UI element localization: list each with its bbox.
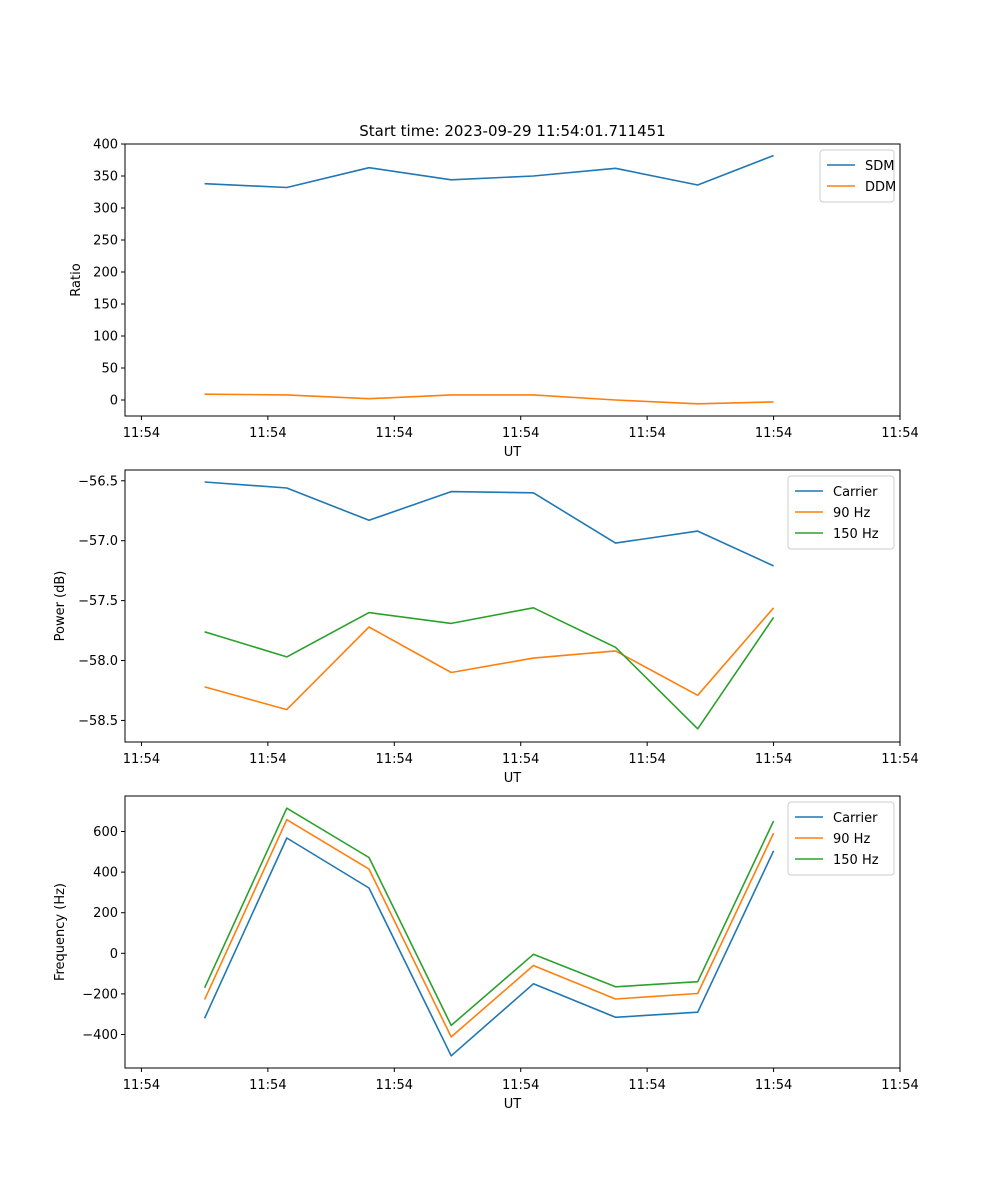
y-axis-label: Frequency (Hz) [53, 883, 68, 981]
series-line-150-hz [204, 606, 775, 730]
series-line-ddm [204, 393, 774, 405]
x-tick-label: 11:54 [755, 1078, 792, 1093]
x-axis-label: UT [504, 1097, 522, 1112]
y-tick-label: 300 [93, 202, 118, 217]
legend: Carrier 90 Hz 150 Hz [787, 475, 895, 550]
y-tick-label: −56.5 [78, 474, 118, 489]
panel-3: −400 −200 0 200 400 600 11:54 11:54 11:54 11:54 11… [53, 795, 919, 1112]
legend: Carrier 90 Hz 150 Hz [787, 801, 895, 876]
x-tick-label: 11:54 [123, 752, 160, 767]
legend-label: Carrier [833, 811, 878, 826]
y-tick-label: −57.5 [78, 594, 118, 609]
legend-box [787, 475, 895, 550]
x-axis-label: UT [504, 445, 522, 460]
x-tick-label: 11:54 [249, 1078, 286, 1093]
y-tick-label: −400 [82, 1028, 118, 1043]
legend-label: 90 Hz [833, 832, 870, 847]
x-tick-label: 11:54 [755, 426, 792, 441]
y-tick-label: 0 [110, 947, 118, 962]
series-line-150-hz [203, 807, 775, 1027]
y-tick-label: 0 [110, 394, 118, 409]
legend: SDM DDM [819, 149, 896, 203]
panel-2: −58.5 −58.0 −57.5 −57.0 −56.5 11:54 11:54 11:54… [53, 469, 919, 786]
series-line-carrier [203, 837, 775, 1057]
y-axis-label: Ratio [69, 263, 84, 296]
series-line-90-hz [203, 818, 775, 1038]
y-tick-label: 600 [93, 825, 118, 840]
y-tick-label: −58.0 [78, 654, 118, 669]
series-line-sdm [204, 154, 774, 189]
y-tick-label: 250 [93, 234, 118, 249]
legend-label: SDM [865, 159, 894, 174]
panel-1: Start time: 2023-09-29 11:54:01.711451 0 5… [69, 122, 919, 460]
legend-label: DDM [865, 180, 896, 195]
x-tick-label: 11:54 [376, 426, 413, 441]
x-tick-label: 11:54 [123, 426, 160, 441]
series-line-90-hz [204, 607, 775, 711]
y-tick-label: 400 [93, 866, 118, 881]
x-tick-label: 11:54 [881, 752, 918, 767]
legend-label: 150 Hz [833, 853, 879, 868]
axes-frame [124, 795, 901, 1069]
x-tick-label: 11:54 [502, 426, 539, 441]
y-tick-label: −58.5 [78, 714, 118, 729]
y-axis-label: Power (dB) [53, 571, 68, 642]
y-tick-label: 400 [93, 138, 118, 153]
y-tick-label: 200 [93, 906, 118, 921]
x-tick-label: 11:54 [123, 1078, 160, 1093]
x-tick-label: 11:54 [628, 426, 665, 441]
x-tick-label: 11:54 [376, 752, 413, 767]
y-tick-label: −57.0 [78, 534, 118, 549]
x-tick-label: 11:54 [249, 426, 286, 441]
y-tick-label: 100 [93, 330, 118, 345]
x-tick-label: 11:54 [755, 752, 792, 767]
legend-label: 150 Hz [833, 527, 879, 542]
x-tick-label: 11:54 [628, 1078, 665, 1093]
axes-frame [124, 143, 901, 417]
x-tick-label: 11:54 [628, 752, 665, 767]
y-tick-label: −200 [82, 987, 118, 1002]
x-axis-label: UT [504, 771, 522, 786]
legend-box [819, 149, 895, 203]
y-tick-label: 350 [93, 170, 118, 185]
series-line-carrier [204, 481, 774, 567]
x-tick-label: 11:54 [502, 752, 539, 767]
y-tick-label: 50 [101, 362, 118, 377]
chart-title: Start time: 2023-09-29 11:54:01.711451 [359, 122, 665, 140]
x-tick-label: 11:54 [249, 752, 286, 767]
y-tick-label: 200 [93, 266, 118, 281]
y-tick-label: 150 [93, 298, 118, 313]
legend-label: Carrier [833, 485, 878, 500]
x-tick-label: 11:54 [881, 1078, 918, 1093]
legend-label: 90 Hz [833, 506, 870, 521]
legend-box [787, 801, 895, 876]
axes-frame [124, 469, 901, 743]
x-tick-label: 11:54 [881, 426, 918, 441]
x-tick-label: 11:54 [502, 1078, 539, 1093]
x-tick-label: 11:54 [376, 1078, 413, 1093]
